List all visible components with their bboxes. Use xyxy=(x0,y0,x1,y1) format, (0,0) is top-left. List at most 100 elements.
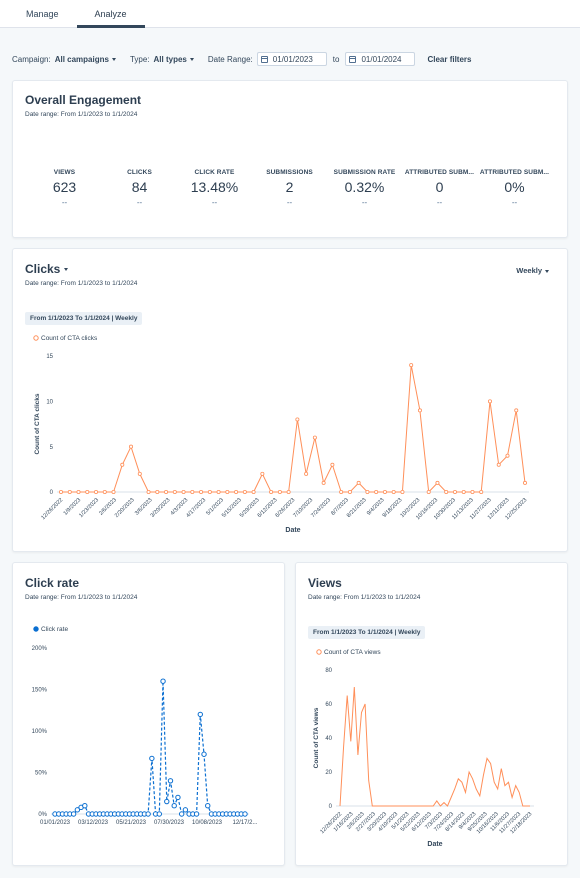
data-point xyxy=(182,807,189,813)
data-point xyxy=(59,489,64,494)
data-point xyxy=(164,798,170,805)
type-value: All types xyxy=(153,54,187,64)
kpi-value: 623 xyxy=(52,179,77,195)
kpi-views: VIEWS 623 -- xyxy=(27,169,102,207)
date-from-input[interactable]: 01/01/2023 xyxy=(256,52,327,66)
date-to-value: 01/01/2024 xyxy=(361,54,402,64)
clicks-chart: Count of CTA clicks 0 5 10 15 Count of CTA cl… xyxy=(33,335,529,534)
click-rate-chart: Click rate 0% 50% 100% 150% 200% 01/01/2023 03/… xyxy=(32,626,258,826)
series-line xyxy=(55,681,245,816)
clicks-title: Clicks xyxy=(25,262,61,276)
data-point xyxy=(155,489,160,494)
data-point xyxy=(178,811,185,817)
data-point xyxy=(304,471,309,476)
views-date-chip: From 1/1/2023 To 1/1/2024 | Weekly xyxy=(308,626,426,639)
engagement-title: Overall Engagement xyxy=(25,93,142,107)
kpi-value: 13.48% xyxy=(190,179,239,195)
clicks-subtitle: Date range: From 1/1/2023 to 1/1/2024 xyxy=(25,280,138,287)
kpi-row: VIEWS 623 -- CLICKS 84 -- CLICK RATE 13.48% --… xyxy=(27,169,557,207)
kpi-label: CLICKS xyxy=(127,169,152,176)
click-rate-card: Click rate Date range: From 1/1/2023 to … xyxy=(12,562,285,866)
data-point xyxy=(225,489,230,494)
kpi-label: SUBMISSION RATE xyxy=(333,169,396,176)
campaign-dropdown[interactable]: All campaigns xyxy=(55,55,116,64)
data-point xyxy=(444,489,449,494)
data-point xyxy=(201,751,207,757)
data-point xyxy=(382,489,387,494)
date-to-input[interactable]: 01/01/2024 xyxy=(345,52,416,66)
y-tick-label: 5 xyxy=(50,445,54,451)
chevron-down-icon xyxy=(189,57,194,61)
y-tick-label: 200% xyxy=(32,646,48,652)
type-dropdown[interactable]: All types xyxy=(154,55,194,64)
calendar-icon xyxy=(349,55,357,63)
data-point xyxy=(181,489,186,494)
date-range-label: Date Range: xyxy=(207,54,253,64)
y-axis-label: Count of CTA clicks xyxy=(34,393,41,454)
filter-bar: Campaign: All campaigns Type: All types … xyxy=(12,52,580,66)
chevron-down-icon xyxy=(64,268,69,272)
series-line xyxy=(61,365,526,494)
data-point xyxy=(505,453,510,458)
y-tick-label: 0% xyxy=(38,812,47,818)
data-point xyxy=(242,811,248,817)
clicks-title-dropdown[interactable]: Clicks xyxy=(25,262,137,276)
interval-value: Weekly xyxy=(516,266,542,275)
y-tick-label: 15 xyxy=(46,354,53,360)
data-point xyxy=(146,489,151,494)
data-point xyxy=(312,435,317,440)
x-tick-label: 3/20/2023 xyxy=(150,497,172,519)
kpi-click-rate: CLICK RATE 13.48% -- xyxy=(177,169,252,207)
kpi-delta: -- xyxy=(361,198,368,207)
interval-dropdown[interactable]: Weekly xyxy=(516,266,549,275)
x-tick-label: 7/24/2023 xyxy=(310,497,332,519)
x-tick-label: 2/20/2023 xyxy=(114,497,136,519)
legend-marker xyxy=(316,649,322,655)
data-point xyxy=(145,811,151,817)
to-label: to xyxy=(332,54,340,64)
tab-manage[interactable]: Manage xyxy=(26,9,59,19)
data-point xyxy=(242,489,247,494)
clear-filters-button[interactable]: Clear filters xyxy=(427,54,472,64)
kpi-value: 0.32% xyxy=(344,179,385,195)
data-point xyxy=(251,489,256,494)
kpi-value: 0 xyxy=(435,179,444,195)
data-point xyxy=(199,489,204,494)
data-point xyxy=(175,794,181,801)
data-point xyxy=(149,755,155,762)
calendar-icon xyxy=(260,55,268,63)
data-point xyxy=(417,408,422,413)
clicks-card: Clicks Date range: From 1/1/2023 to 1/1/… xyxy=(12,248,568,552)
data-point xyxy=(339,489,344,494)
tab-analyze[interactable]: Analyze xyxy=(76,0,145,28)
data-point xyxy=(295,417,300,422)
y-tick-label: 0 xyxy=(50,490,54,496)
data-point xyxy=(160,678,166,684)
data-point xyxy=(487,399,492,404)
kpi-label: SUBMISSIONS xyxy=(266,169,313,176)
x-tick-label: 4/17/2023 xyxy=(185,497,207,519)
legend-label: Count of CTA clicks xyxy=(41,335,98,342)
y-tick-label: 60 xyxy=(325,702,332,708)
data-point xyxy=(94,489,99,494)
y-axis-label: Count of CTA views xyxy=(313,707,320,768)
x-tick-label: 1/23/2023 xyxy=(78,497,100,519)
data-point xyxy=(347,489,352,494)
data-point xyxy=(391,489,396,494)
data-point xyxy=(365,489,370,494)
date-from-value: 01/01/2023 xyxy=(272,54,313,64)
data-point xyxy=(409,363,414,368)
data-point xyxy=(461,489,466,494)
clicks-date-chip: From 1/1/2023 To 1/1/2024 | Weekly xyxy=(25,312,143,325)
kpi-value: 2 xyxy=(285,179,294,195)
data-point xyxy=(190,489,195,494)
data-point xyxy=(156,811,163,817)
data-point xyxy=(479,489,484,494)
data-point xyxy=(164,489,169,494)
kpi-value: 0% xyxy=(504,179,525,195)
legend-marker xyxy=(33,335,39,341)
data-point xyxy=(171,803,177,809)
data-point xyxy=(321,480,326,485)
top-tabs: Manage Analyze xyxy=(0,0,580,28)
data-point xyxy=(111,489,116,494)
